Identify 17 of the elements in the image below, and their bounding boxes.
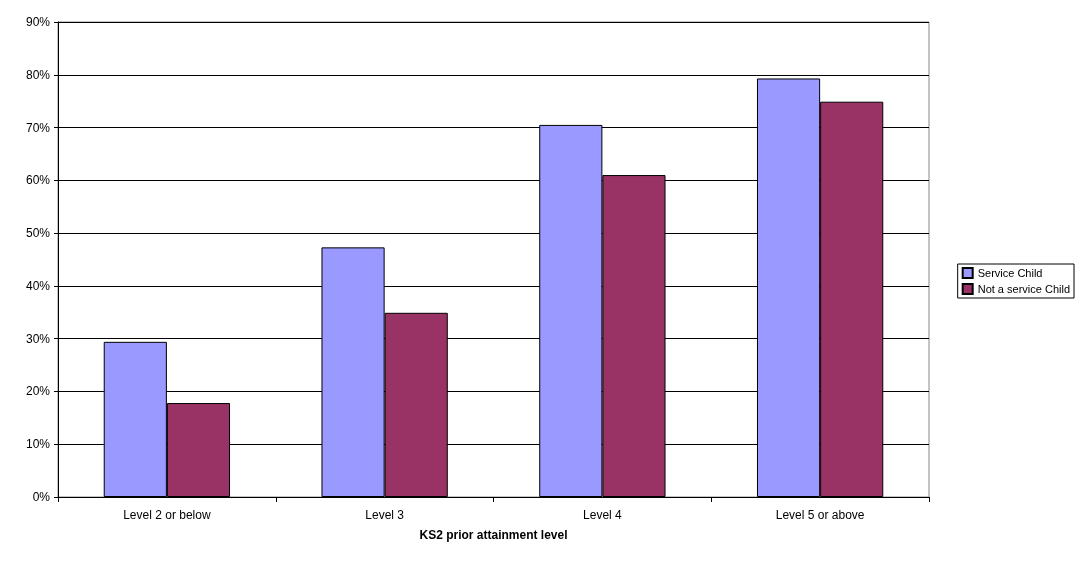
y-tick-label: 10% <box>25 437 51 452</box>
y-tick-label: 60% <box>25 173 51 188</box>
x-tick-label: Level 4 <box>583 508 623 522</box>
x-axis-title: KS2 prior attainment level <box>419 528 568 542</box>
x-tick-label: Level 5 or above <box>775 508 865 522</box>
y-tick-label: 0% <box>32 490 51 504</box>
x-tick-label: Level 2 or below <box>123 508 211 522</box>
y-tick-label: 70% <box>25 120 51 135</box>
x-tick-label: Level 3 <box>365 508 405 522</box>
legend-label: Not a service Child <box>977 283 1071 295</box>
y-tick-label: 40% <box>25 278 51 293</box>
y-tick-label: 90% <box>25 15 51 29</box>
y-tick-label: 30% <box>25 331 51 346</box>
legend-label: Service Child <box>977 267 1043 279</box>
y-tick-label: 80% <box>25 67 51 82</box>
y-tick-label: 20% <box>25 384 51 399</box>
y-tick-label: 50% <box>25 226 51 241</box>
